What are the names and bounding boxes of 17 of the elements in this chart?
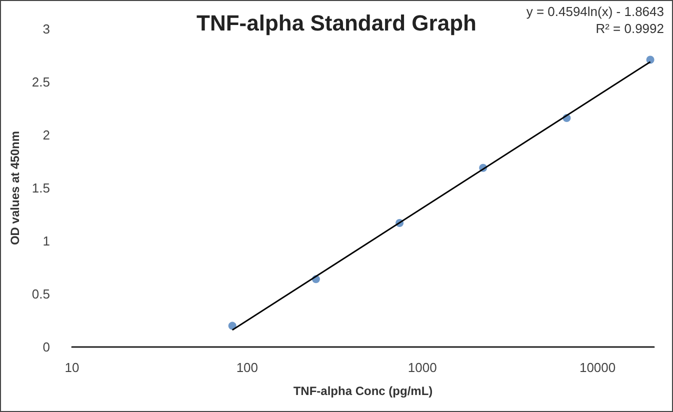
y-tick-label: 1 [42, 234, 50, 248]
annotation: R² = 0.9992 [596, 21, 664, 36]
chart-title: TNF-alpha Standard Graph [196, 10, 476, 36]
x-tick-label: 100 [236, 360, 258, 375]
point [646, 56, 654, 64]
x-tick-label: 1000 [408, 360, 437, 375]
y-tick-label: 0.5 [32, 286, 50, 302]
y-tick-label: 2 [42, 128, 50, 142]
text: y = 0.4594ln(x) - 1.8643 [526, 4, 664, 19]
x-tick-label: 10 [64, 360, 80, 375]
y-tick-label: 0 [42, 340, 50, 354]
y-axis-title: OD values at 450nm [8, 130, 22, 246]
y-tick-label: 3 [42, 22, 50, 36]
x-tick-label: 10000 [579, 360, 616, 375]
y-tick-label: 1.5 [32, 180, 50, 196]
x-axis-title: TNF-alpha Conc (pg/mL) [293, 384, 433, 398]
y-tick-label: 2.5 [32, 74, 50, 90]
